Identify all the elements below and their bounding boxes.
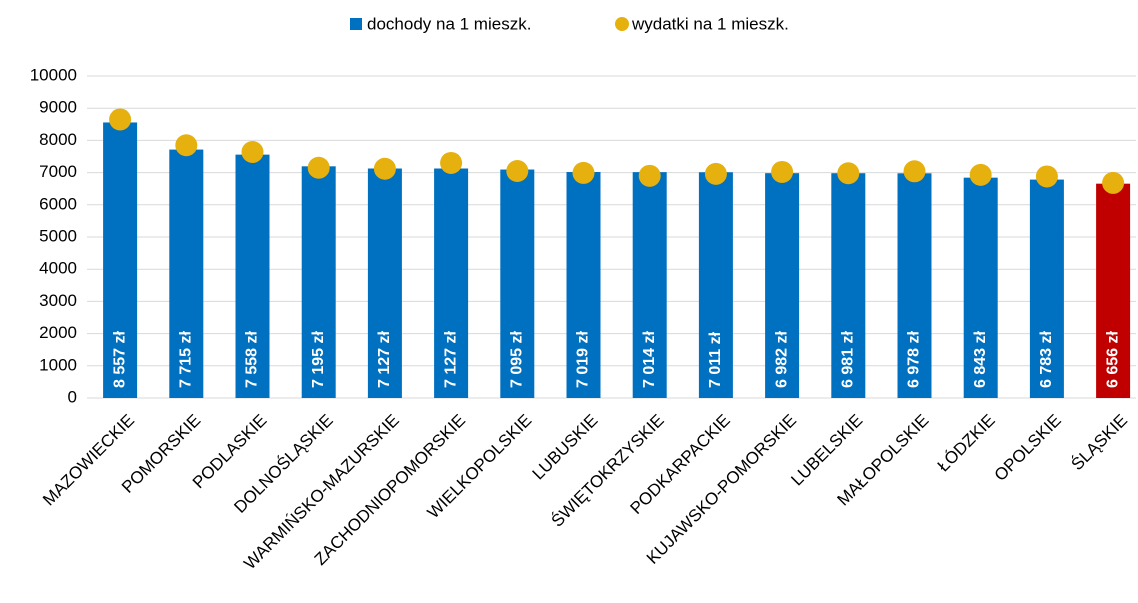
- bar: [1029, 179, 1064, 398]
- dot: [175, 134, 198, 157]
- value-label: 7 127 zł: [376, 331, 393, 388]
- dot: [969, 163, 992, 186]
- dot: [771, 160, 794, 183]
- legend-marker: [615, 17, 629, 31]
- bar: [897, 173, 932, 398]
- bar: [963, 177, 998, 398]
- x-tick-label: MAZOWIECKIE: [39, 411, 138, 510]
- value-label: 7 558 zł: [244, 331, 261, 388]
- y-tick-label: 2000: [39, 323, 77, 342]
- dot: [307, 156, 330, 179]
- bar: [566, 171, 601, 398]
- dot: [109, 108, 132, 131]
- y-tick-label: 6000: [39, 194, 77, 213]
- x-tick-label: ŚLĄSKIE: [1068, 411, 1132, 475]
- value-label: 6 982 zł: [773, 331, 790, 388]
- y-tick-label: 9000: [39, 98, 77, 117]
- dot: [373, 157, 396, 180]
- bar: [632, 172, 667, 398]
- value-label: 7 014 zł: [641, 331, 658, 388]
- x-tick-label: LUBUSKIE: [529, 411, 602, 484]
- legend-marker: [350, 18, 362, 30]
- legend-label: wydatki na 1 mieszk.: [631, 14, 789, 33]
- value-label: 7 715 zł: [178, 331, 195, 388]
- y-tick-label: 0: [68, 387, 77, 406]
- dot: [903, 160, 926, 183]
- bar: [434, 168, 469, 398]
- bar: [301, 166, 336, 398]
- value-label: 8 557 zł: [111, 331, 128, 388]
- x-tick-label: OPOLSKIE: [991, 411, 1065, 485]
- x-tick-label: ŚWIĘTOKRZYSKIE: [548, 411, 668, 531]
- value-label: 6 783 zł: [1038, 331, 1055, 388]
- y-tick-label: 1000: [39, 355, 77, 374]
- bar: [831, 173, 866, 398]
- bar: [367, 168, 402, 398]
- value-label: 7 011 zł: [707, 331, 724, 388]
- dot: [440, 151, 463, 174]
- dot: [241, 140, 264, 163]
- bar: [765, 173, 800, 398]
- y-tick-label: 8000: [39, 130, 77, 149]
- y-tick-label: 7000: [39, 162, 77, 181]
- dot: [638, 164, 661, 187]
- dot: [506, 159, 529, 182]
- bar: [500, 169, 535, 398]
- value-label: 7 195 zł: [310, 331, 327, 388]
- bar: [1096, 183, 1131, 398]
- dot: [837, 162, 860, 185]
- bar: [103, 122, 138, 398]
- value-label: 7 095 zł: [509, 331, 526, 388]
- dot: [1035, 165, 1058, 188]
- legend-label: dochody na 1 mieszk.: [367, 14, 531, 33]
- x-tick-label: ŁÓDZKIE: [934, 411, 999, 476]
- bar: [235, 154, 270, 398]
- dot: [572, 161, 595, 184]
- y-tick-label: 10000: [30, 65, 77, 84]
- y-tick-label: 3000: [39, 291, 77, 310]
- bar: [169, 149, 204, 398]
- y-tick-label: 4000: [39, 259, 77, 278]
- value-label: 7 019 zł: [575, 331, 592, 388]
- value-label: 6 978 zł: [906, 331, 923, 388]
- dot: [704, 162, 727, 185]
- value-label: 6 981 zł: [840, 331, 857, 388]
- value-label: 6 656 zł: [1104, 331, 1121, 388]
- dot: [1102, 171, 1125, 194]
- value-label: 7 127 zł: [442, 331, 459, 388]
- value-label: 6 843 zł: [972, 331, 989, 388]
- bar: [698, 172, 733, 398]
- y-tick-label: 5000: [39, 226, 77, 245]
